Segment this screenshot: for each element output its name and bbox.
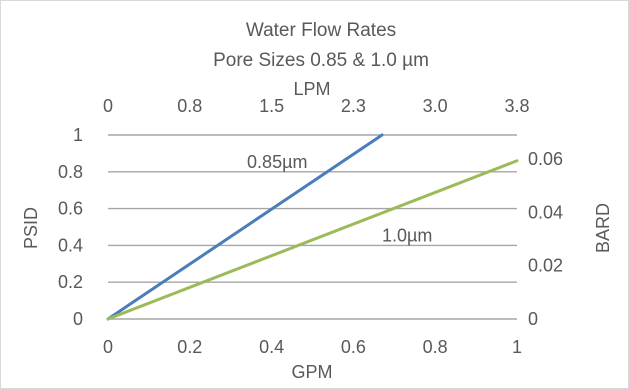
x2-tick-label: 2.3 [341, 96, 366, 116]
y-tick-label: 0.2 [58, 272, 83, 292]
y2-tick-label: 0.04 [528, 202, 563, 222]
x-tick-label: 0.8 [423, 337, 448, 357]
y2-tick-label: 0 [528, 309, 538, 329]
x-tick-label: 0.6 [341, 337, 366, 357]
y2-tick-label: 0.02 [528, 256, 563, 276]
y2-tick-label: 0.06 [528, 149, 563, 169]
x2-tick-label: 3.8 [504, 96, 529, 116]
x2-tick-label: 0.8 [177, 96, 202, 116]
x-tick-label: 0 [103, 337, 113, 357]
y-tick-label: 0.8 [58, 162, 83, 182]
chart-title: Water Flow Rates [246, 20, 396, 41]
series-line [106, 133, 384, 321]
y-tick-label: 0.6 [58, 199, 83, 219]
x-tick-label: 1 [512, 337, 522, 357]
y-tick-label: 0.4 [58, 235, 83, 255]
x-tick-label: 0.2 [177, 337, 202, 357]
x2-tick-label: 1.5 [259, 96, 284, 116]
x2-tick-label: 0 [103, 96, 113, 116]
x2-tick-label: 3.0 [423, 96, 448, 116]
series-line [106, 159, 519, 321]
y-tick-label: 1 [73, 125, 83, 145]
y-tick-label: 0 [73, 309, 83, 329]
top-axis-title: LPM [293, 79, 330, 99]
left-axis-title: PSID [21, 207, 41, 249]
right-axis-title: BARD [593, 203, 613, 253]
bottom-axis-title: GPM [291, 362, 332, 382]
series-label: 1.0µm [382, 226, 432, 246]
chart-subtitle: Pore Sizes 0.85 & 1.0 µm [213, 50, 429, 71]
x-tick-label: 0.4 [259, 337, 284, 357]
series-label: 0.85µm [247, 152, 307, 172]
